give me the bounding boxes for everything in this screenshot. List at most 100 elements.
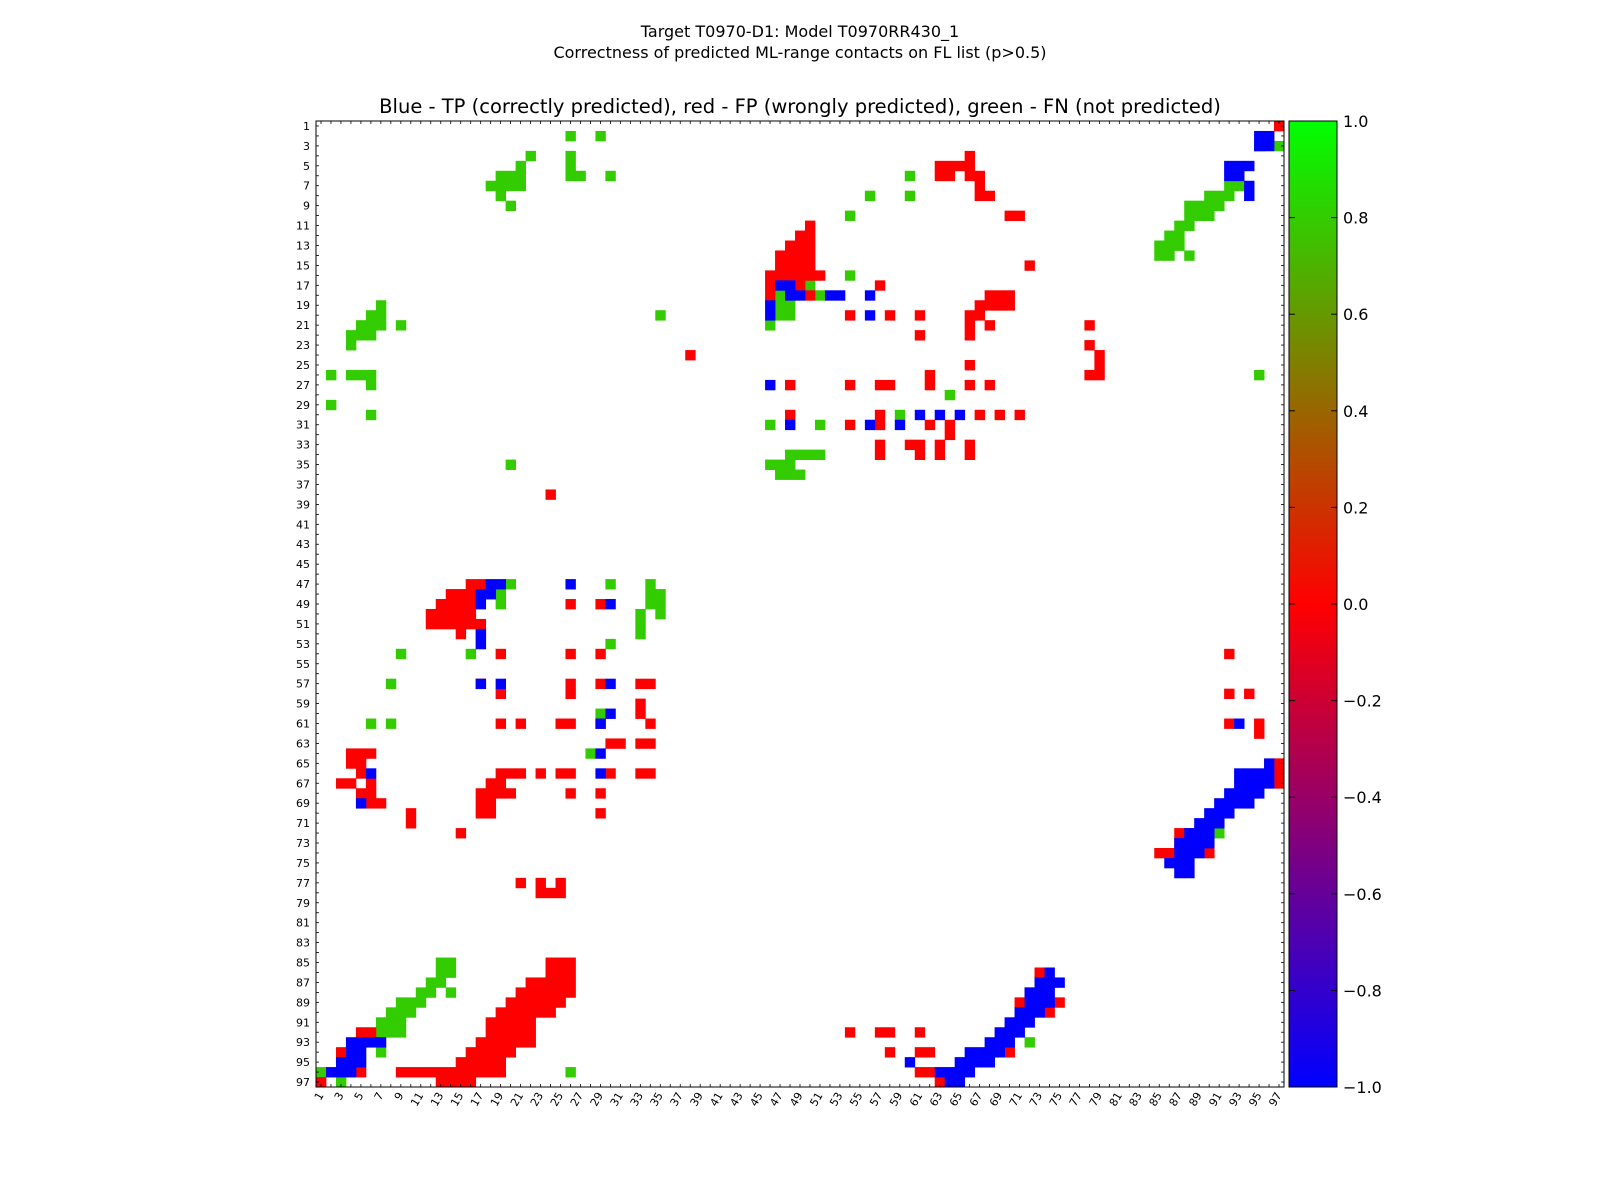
contact-cell-tp [954,409,966,421]
colorbar-tick-label: 0.6 [1343,305,1368,324]
contact-cell-fn [775,469,786,480]
contact-cell-fp [485,1067,497,1078]
contact-cell-fp [435,618,447,630]
contact-cell-fp [345,748,357,759]
contact-cell-fp [964,320,976,331]
contact-cell-tp [1024,1007,1035,1018]
contact-cell-fp [535,987,546,998]
contact-cell-fn [505,180,516,192]
contact-cell-fp [465,608,477,620]
contact-cell-fn [465,648,477,660]
y-tick-label: 61 [296,718,310,731]
contact-cell-fp [465,1047,477,1058]
contact-cell-fp [545,967,556,978]
contact-cell-fp [765,290,776,301]
contact-cell-fp [525,1017,536,1028]
contact-cell-fn [775,290,786,301]
y-tick-label: 31 [296,419,310,432]
contact-cell-fp [974,190,986,202]
contact-cell-tp [1254,130,1265,142]
contact-cell-tp [475,678,487,690]
contact-cell-fp [455,608,467,620]
contact-cell-tp [1174,838,1185,849]
contact-cell-fn [365,310,377,321]
contact-cell-tp [485,589,497,600]
contact-cell-tp [355,1037,367,1048]
contact-cell-tp [1234,788,1245,799]
contact-cell-fp [884,1047,896,1058]
contact-cell-fp [924,1047,936,1058]
contact-cell-fp [1274,778,1285,789]
contact-cell-fp [844,310,856,321]
contact-cell-fp [505,1017,516,1028]
contact-cell-fp [495,688,507,700]
contact-cell-tp [1264,140,1275,152]
contact-cell-fp [795,270,806,281]
contact-cell-tp [914,409,926,421]
contact-cell-fn [635,628,646,640]
contact-cell-fp [785,270,796,281]
contact-cell-fn [1204,200,1215,212]
contact-cell-fn [605,638,616,650]
contact-cell-fp [335,1047,347,1058]
contact-cell-fp [465,589,477,600]
contact-cell-fn [365,369,377,381]
contact-cell-fp [425,618,437,630]
y-tick-label: 45 [296,558,310,571]
y-tick-label: 75 [296,857,310,870]
contact-cell-fp [555,768,566,779]
contact-cell-fp [964,310,976,321]
contact-cell-fn [365,330,377,341]
x-tick-label: 93 [1226,1090,1244,1109]
contact-cell-fp [565,599,576,610]
contact-cell-fp [565,688,576,700]
x-tick-label: 91 [1206,1090,1224,1109]
contact-cell-tp [1044,987,1055,998]
contact-cell-fn [325,399,337,411]
contact-cell-tp [934,409,946,421]
x-tick-label: 77 [1067,1090,1085,1109]
contact-cell-fn [1184,250,1195,261]
contact-cell-fp [455,1067,467,1078]
contact-cell-fp [505,997,516,1008]
contact-cell-fp [525,1037,536,1048]
contact-cell-fn [375,1017,387,1028]
contact-cell-fn [1194,200,1205,212]
y-tick-label: 87 [296,976,310,989]
contact-cell-fp [455,618,467,630]
y-tick-label: 21 [296,319,310,332]
contact-cell-fp [525,997,536,1008]
contact-cell-fp [964,449,976,460]
contact-cell-tp [1184,838,1195,849]
contact-cell-tp [1224,798,1235,809]
contact-cell-fn [345,330,357,341]
contact-cell-fn [495,170,507,182]
contact-cell-fn [355,369,367,381]
contact-cell-tp [1224,808,1235,819]
contact-cell-fn [505,579,516,590]
contact-cell-fp [635,708,646,719]
contact-cell-fp [455,1077,467,1088]
contact-cell-fn [495,190,507,202]
contact-cell-fn [385,1007,397,1018]
x-tick-label: 31 [608,1090,626,1109]
contact-cell-fp [1054,997,1065,1008]
figure-subtitle: Correctness of predicted ML-range contac… [553,43,1047,62]
contact-cell-fn [365,320,377,331]
y-tick-label: 63 [296,737,310,750]
chart-title: Blue - TP (correctly predicted), red - F… [379,95,1221,118]
contact-cell-fn [814,290,826,301]
contact-cell-tp [1194,818,1205,829]
y-tick-label: 81 [296,917,310,930]
contact-cell-fn [316,1067,327,1078]
contact-cell-fp [1224,688,1235,700]
contact-cell-tp [495,678,507,690]
contact-cell-fn [775,310,786,321]
contact-cell-fp [765,280,776,291]
contact-cell-fp [515,768,526,779]
contact-cell-fn [814,449,826,460]
contact-cell-tp [1034,1007,1045,1018]
contact-cell-tp [375,1037,387,1048]
contact-cell-fp [944,419,956,431]
